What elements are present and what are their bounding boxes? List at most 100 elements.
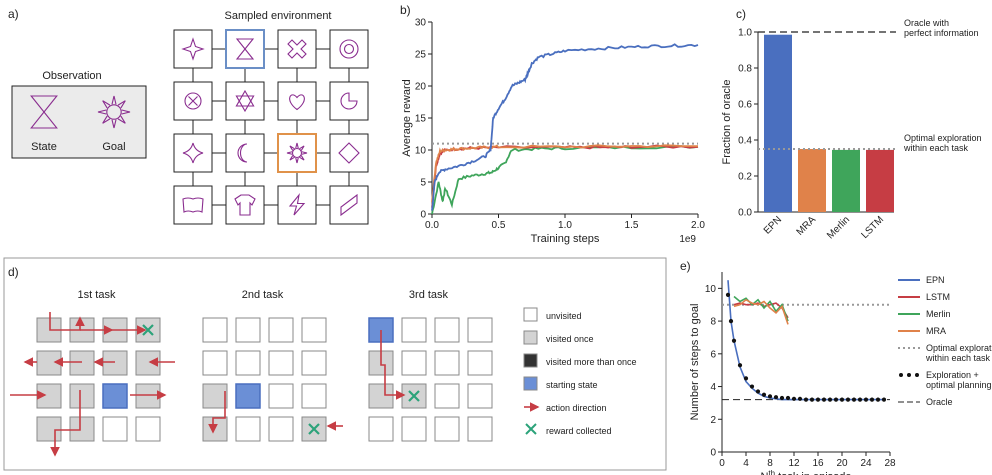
- legend-label: Exploration + optimal planning: [926, 370, 992, 390]
- legend-label: Merlin: [926, 309, 951, 319]
- data-point: [881, 397, 887, 402]
- panel-b-reward-chart: b) 0 5 10 15 20 25 30 0.0 0.5 1.0 1.5 2.0 Training st…: [400, 3, 705, 245]
- lightning-icon: [288, 193, 306, 216]
- series-line-epn: [727, 280, 884, 401]
- grid-cell: [401, 383, 427, 409]
- sun-icon: [291, 147, 303, 159]
- data-point: [737, 363, 743, 368]
- legend-label: visited once: [546, 334, 594, 344]
- legend-label: LSTM: [926, 292, 950, 302]
- task-title: 2nd task: [242, 289, 284, 301]
- series-line-merlin: [431, 145, 699, 215]
- panel-d-task-grids: d) 1st task 2nd task 3rd task unvisited visit…: [3, 257, 667, 471]
- four-point-star-icon: [181, 37, 205, 61]
- data-point: [791, 396, 797, 401]
- x-tick-label: LSTM: [859, 214, 886, 241]
- grid-cell: [434, 383, 460, 409]
- data-point: [779, 395, 785, 401]
- x-tick-label: 16: [812, 458, 824, 469]
- pac-shape-icon: [340, 92, 358, 110]
- legend-swatch: [523, 376, 538, 391]
- data-point: [731, 338, 737, 343]
- environment-cell: [277, 81, 317, 121]
- crescent-icon: [237, 143, 248, 163]
- series-line-mra: [431, 144, 699, 203]
- panel-label-c: c): [736, 7, 746, 21]
- legend-swatch: [523, 330, 538, 345]
- grid-cell: [235, 317, 261, 343]
- action-arrow: [49, 312, 85, 331]
- environment-cell: [277, 185, 317, 225]
- grid-cell: [36, 350, 62, 376]
- y-tick-label: 0.6: [738, 100, 752, 111]
- data-point: [821, 397, 827, 402]
- task-title: 3rd task: [409, 289, 449, 301]
- y-tick-label: 0.8: [738, 64, 752, 75]
- grid-cell: [69, 416, 95, 442]
- bar-merlin: [832, 149, 860, 212]
- legend-label: EPN: [926, 275, 945, 285]
- legend-label: starting state: [546, 380, 598, 390]
- bar-epn: [764, 34, 792, 213]
- x-tick-label: MRA: [795, 214, 819, 238]
- environment-cell: [225, 81, 265, 121]
- environment-cell: [277, 29, 317, 69]
- grid-cell: [36, 383, 62, 409]
- x-tick-label: 8: [767, 458, 773, 469]
- grid-cell: [202, 383, 228, 409]
- grid-cell: [434, 416, 460, 442]
- legend-dot: [899, 373, 903, 377]
- sun-icon: [97, 95, 131, 129]
- grid-cell: [268, 350, 294, 376]
- hourglass-icon: [235, 38, 255, 60]
- grid-cell: [467, 383, 493, 409]
- legend-label: MRA: [926, 326, 946, 336]
- panel-a: a) Observation State Goal Sampled environmen…: [8, 7, 369, 225]
- data-point: [749, 384, 755, 389]
- data-point: [839, 397, 845, 402]
- grid-cell: [301, 383, 327, 409]
- panel-d-border: [3, 257, 667, 471]
- data-point: [857, 397, 863, 402]
- quad-x-icon: [287, 39, 307, 59]
- panel-c-oracle-bar-chart: c) 0.0 0.2 0.4 0.6 0.8 1.0 EPN MRA Merlin LSTM Orac…: [721, 7, 982, 241]
- hourglass-icon: [30, 95, 58, 129]
- grid-cell: [268, 383, 294, 409]
- action-arrow: [208, 391, 226, 434]
- diamond-icon: [338, 142, 360, 164]
- parallelogram-icon: [340, 193, 358, 217]
- oracle-annotation: Oracle with perfect information: [904, 18, 979, 38]
- panel-label-d: d): [8, 265, 19, 279]
- grid-cell: [102, 416, 128, 442]
- environment-cell: [329, 133, 369, 173]
- panel-label-e: e): [680, 259, 691, 273]
- y-tick-label: 4: [710, 382, 716, 393]
- data-point: [869, 397, 875, 402]
- y-tick-label: 0: [710, 448, 716, 459]
- ring-outer-icon: [339, 39, 359, 59]
- environment-cell: [225, 133, 265, 173]
- x-tick-label: 2.0: [691, 220, 705, 231]
- data-point: [767, 394, 773, 399]
- grid-cell: [301, 317, 327, 343]
- data-point: [833, 397, 839, 402]
- x-tick-label: 4: [743, 458, 749, 469]
- grid-cell: [301, 350, 327, 376]
- grid-cell: [268, 317, 294, 343]
- grid-cell: [401, 416, 427, 442]
- y-tick-label: 25: [415, 50, 427, 61]
- x-axis-label: Training steps: [531, 233, 600, 245]
- legend-swatch: [523, 307, 538, 322]
- open-book-icon: [182, 197, 204, 213]
- data-point: [845, 397, 851, 402]
- bar-lstm: [866, 149, 894, 212]
- bar-mra: [798, 149, 826, 212]
- data-point: [803, 397, 809, 402]
- y-tick-label: 15: [415, 114, 427, 125]
- data-point: [725, 292, 731, 298]
- circle-x-icon: [184, 92, 202, 110]
- x-tick-label: EPN: [762, 214, 784, 236]
- legend-label: unvisited: [546, 311, 582, 321]
